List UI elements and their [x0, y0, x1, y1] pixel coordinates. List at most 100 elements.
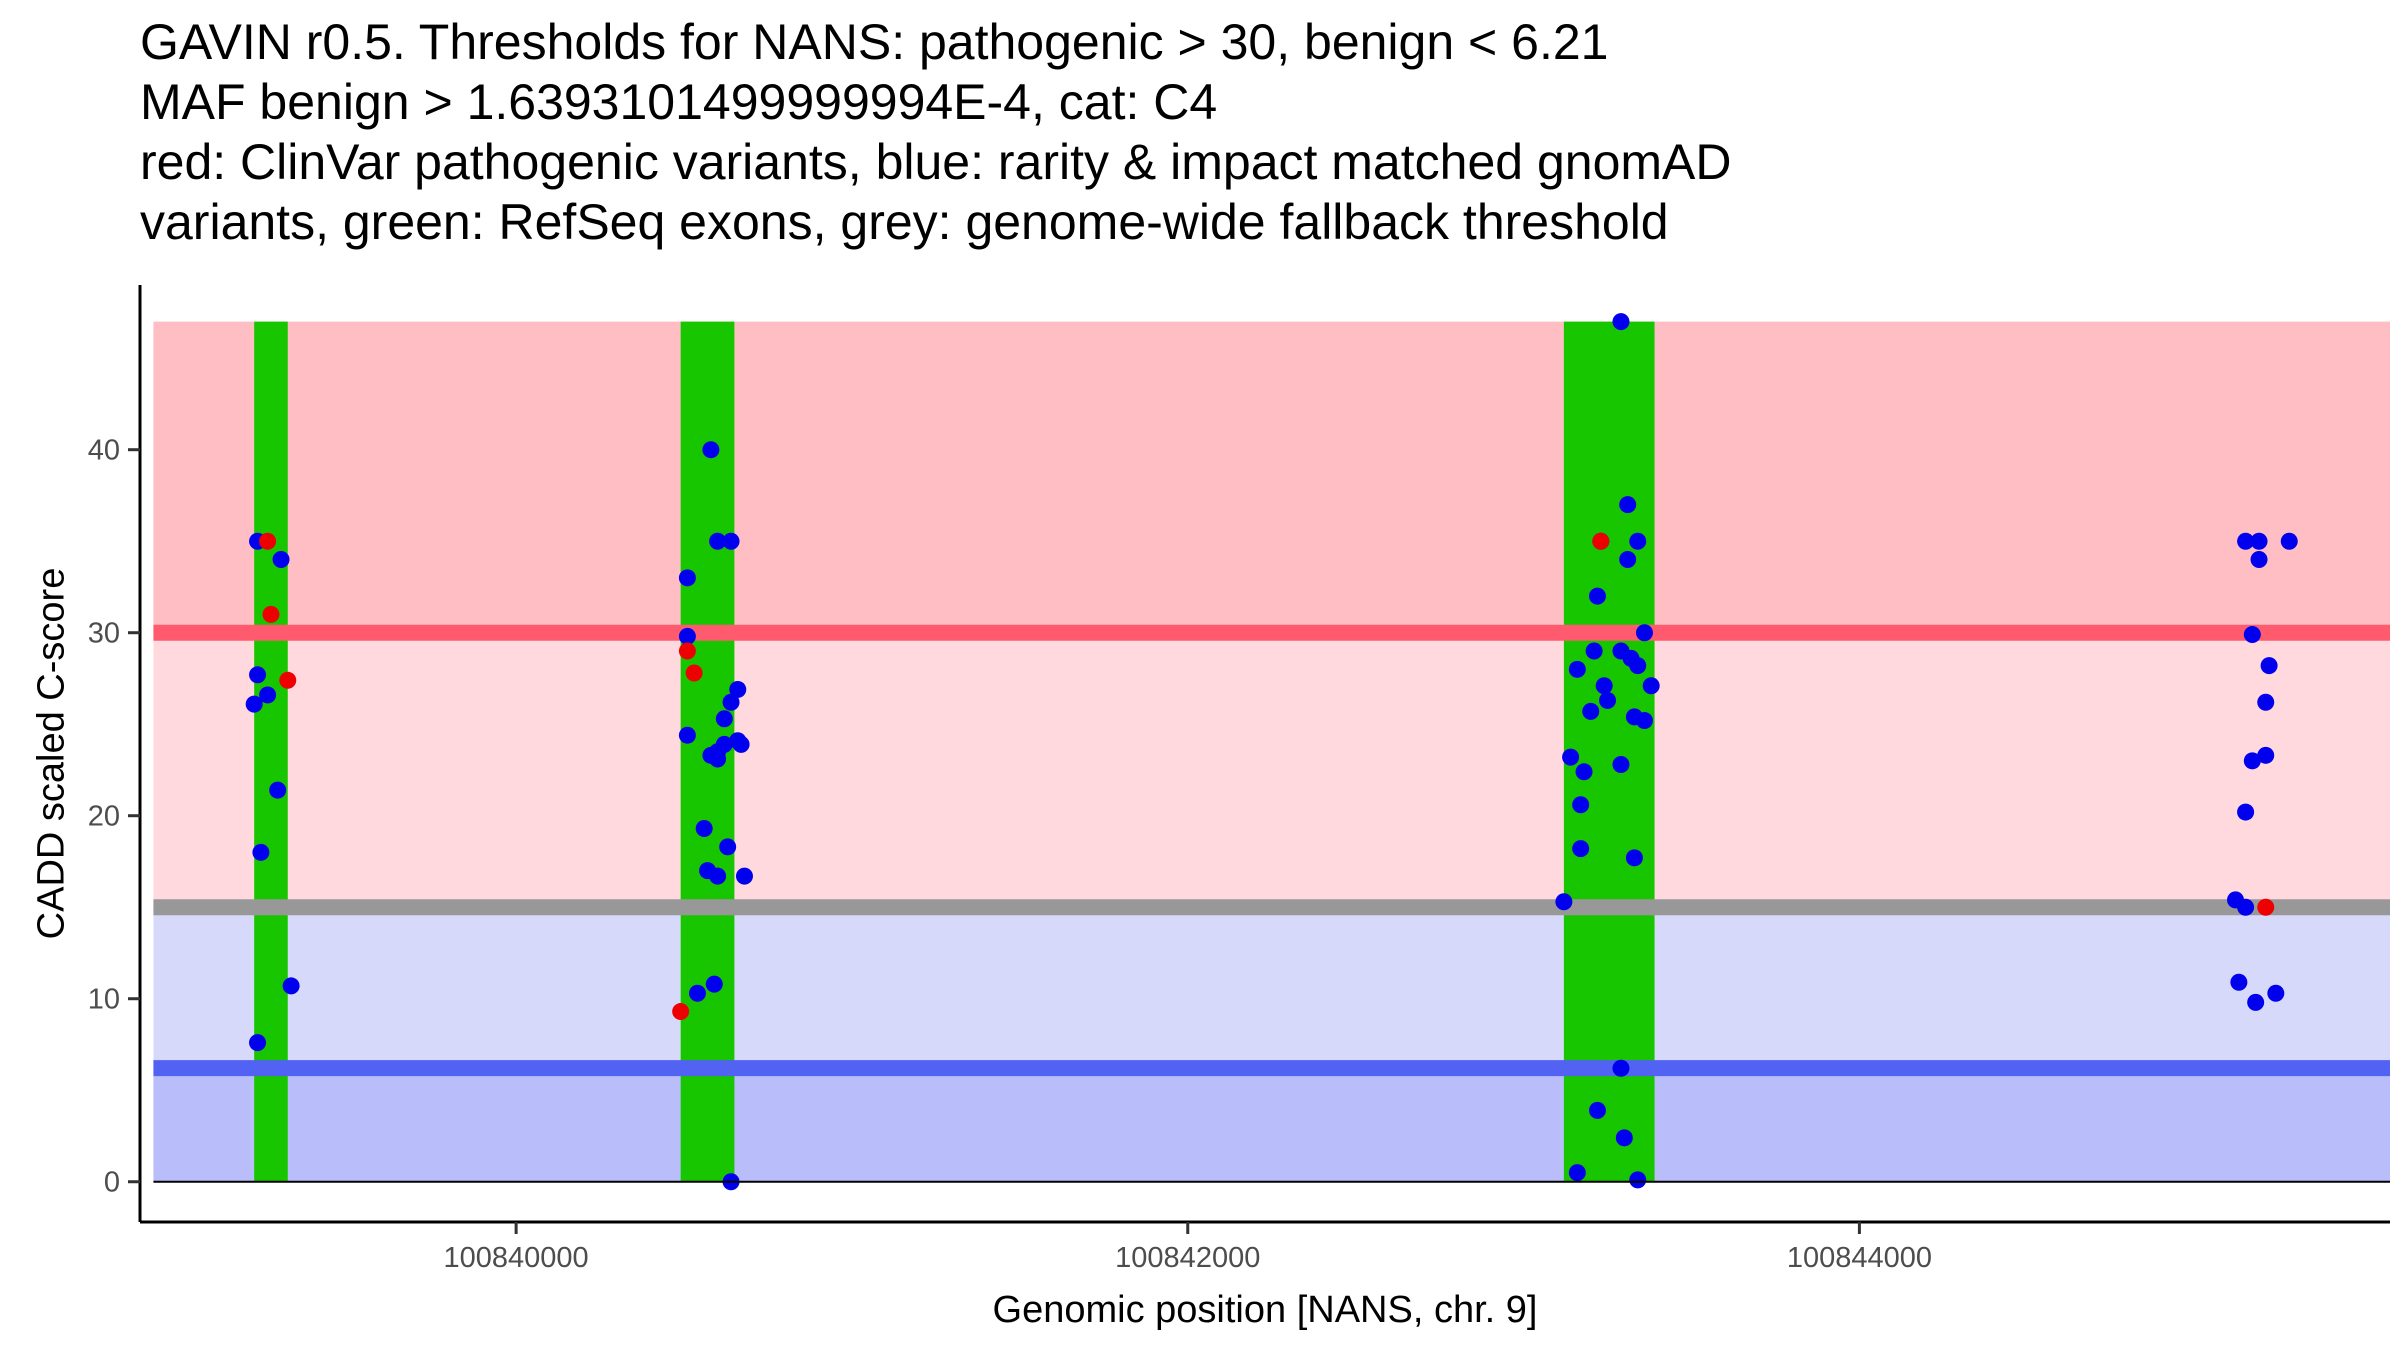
gnomad-variant-point [678, 627, 696, 645]
y-tick-label: 10 [88, 984, 120, 1016]
gnomad-variant-point [1562, 748, 1580, 766]
gnomad-variant-point [2250, 551, 2268, 569]
gnomad-variant-point [2237, 532, 2255, 550]
gnomad-variant-point [2230, 973, 2248, 991]
y-tick-label: 20 [88, 801, 120, 833]
clinvar-variant-point [259, 532, 277, 550]
clinvar-variant-point [685, 664, 703, 682]
x-tick-label: 100840000 [444, 1242, 589, 1274]
benign-zone [153, 1068, 2390, 1182]
gnomad-variant-point [722, 532, 740, 550]
threshold-lines [153, 624, 2390, 1077]
gnomad-variant-point [695, 820, 713, 838]
clinvar-variant-point [678, 642, 696, 660]
gnomad-variant-point [1612, 755, 1630, 773]
gnomad-variant-point [1582, 702, 1600, 720]
gnomad-variant-point [2237, 803, 2255, 821]
y-axis-title: CADD scaled C-score [30, 568, 72, 940]
gnomad-variant-point [1635, 712, 1653, 730]
x-axis-ticks: 100840000 100842000 100844000 [444, 1222, 1932, 1274]
gnomad-variant-point [1572, 840, 1590, 858]
x-axis-title: Genomic position [NANS, chr. 9] [993, 1289, 1538, 1331]
gnomad-variant-point [702, 441, 720, 459]
gnomad-variant-point [259, 686, 277, 704]
gnomad-variant-point [732, 735, 750, 753]
gnomad-variant-point [2243, 626, 2261, 644]
gnomad-variant-point [719, 838, 737, 856]
gnomad-variant-point [709, 743, 727, 761]
gnomad-variant-point [1585, 642, 1603, 660]
x-tick-label: 100842000 [1115, 1242, 1260, 1274]
gnomad-variant-point [1629, 532, 1647, 550]
gnomad-variant-point [1635, 624, 1653, 642]
gnomad-variant-point [1555, 893, 1573, 911]
title-line-2: MAF benign > 1.6393101499999994E-4, cat:… [140, 74, 1218, 130]
exon-band-1 [254, 321, 288, 1182]
title-line-1: GAVIN r0.5. Thresholds for NANS: pathoge… [140, 14, 1609, 70]
title-line-3: red: ClinVar pathogenic variants, blue: … [140, 134, 1732, 190]
clinvar-variant-point [1592, 532, 1610, 550]
clinvar-variant-point [672, 1003, 690, 1021]
gnomad-variant-point [1619, 496, 1637, 514]
gnomad-variant-point [1588, 1101, 1606, 1119]
gnomad-variant-point [709, 867, 727, 885]
gnomad-variant-point [252, 843, 270, 861]
data-points [245, 313, 2298, 1191]
x-tick-label: 100844000 [1787, 1242, 1932, 1274]
gnomad-variant-point [688, 984, 706, 1002]
gnomad-variant-point [1599, 691, 1617, 709]
gnomad-variant-point [1572, 796, 1590, 814]
gnomad-variant-point [1619, 551, 1637, 569]
clinvar-variant-point [262, 605, 280, 623]
threshold-zones [153, 321, 2390, 1182]
gnomad-variant-point [2257, 746, 2275, 764]
gnomad-variant-point [272, 551, 290, 569]
gnomad-variant-point [2250, 532, 2268, 550]
gnomad-variant-point [2247, 993, 2265, 1011]
gnomad-variant-point [705, 975, 723, 993]
gnomad-variant-point [2237, 898, 2255, 916]
gnomad-variant-point [1629, 657, 1647, 675]
gnomad-variant-point [1615, 1129, 1633, 1147]
gnomad-variant-point [1568, 660, 1586, 678]
gnomad-variant-point [735, 867, 753, 885]
y-axis-ticks: 0 10 20 30 40 [88, 435, 140, 1199]
gnomad-variant-point [2260, 657, 2278, 675]
clinvar-variant-point [279, 671, 297, 689]
exon-band-3 [1563, 321, 1655, 1182]
gnomad-variant-point [1642, 677, 1660, 695]
gnomad-variant-point [282, 977, 300, 995]
gnomad-variant-point [2243, 752, 2261, 770]
gnomad-variant-point [1595, 677, 1613, 695]
y-tick-label: 30 [88, 618, 120, 650]
gnomad-variant-point [709, 532, 727, 550]
below-fallback-zone [153, 907, 2390, 1069]
chart-title: GAVIN r0.5. Thresholds for NANS: pathoge… [140, 12, 2340, 252]
title-line-4: variants, green: RefSeq exons, grey: gen… [140, 194, 1669, 250]
gnomad-variant-point [2257, 693, 2275, 711]
gnomad-variant-point [678, 726, 696, 744]
gnomad-variant-point [249, 1034, 267, 1052]
above-fallback-zone [153, 632, 2390, 908]
clinvar-variant-point [2257, 898, 2275, 916]
gnomad-variant-point [1588, 587, 1606, 605]
pathogenic-zone [153, 321, 2390, 633]
gnomad-variant-point [1629, 1171, 1647, 1189]
gnomad-variant-point [1625, 849, 1643, 867]
gnomad-variant-point [1575, 763, 1593, 781]
y-tick-label: 40 [88, 435, 120, 467]
gnomad-variant-point [2280, 532, 2298, 550]
gnomad-variant-point [1612, 313, 1630, 331]
y-tick-label: 0 [104, 1167, 120, 1199]
gnomad-variant-point [729, 680, 747, 698]
gnomad-variant-point [722, 693, 740, 711]
gnomad-variant-point [678, 569, 696, 587]
gnomad-variant-point [2267, 984, 2285, 1002]
gnomad-variant-point [269, 781, 287, 799]
gnomad-variant-point [245, 695, 263, 713]
gnomad-variant-point [1612, 1059, 1630, 1077]
gnomad-variant-point [249, 666, 267, 684]
gnomad-variant-point [1568, 1164, 1586, 1182]
gnomad-variant-point [715, 710, 733, 728]
